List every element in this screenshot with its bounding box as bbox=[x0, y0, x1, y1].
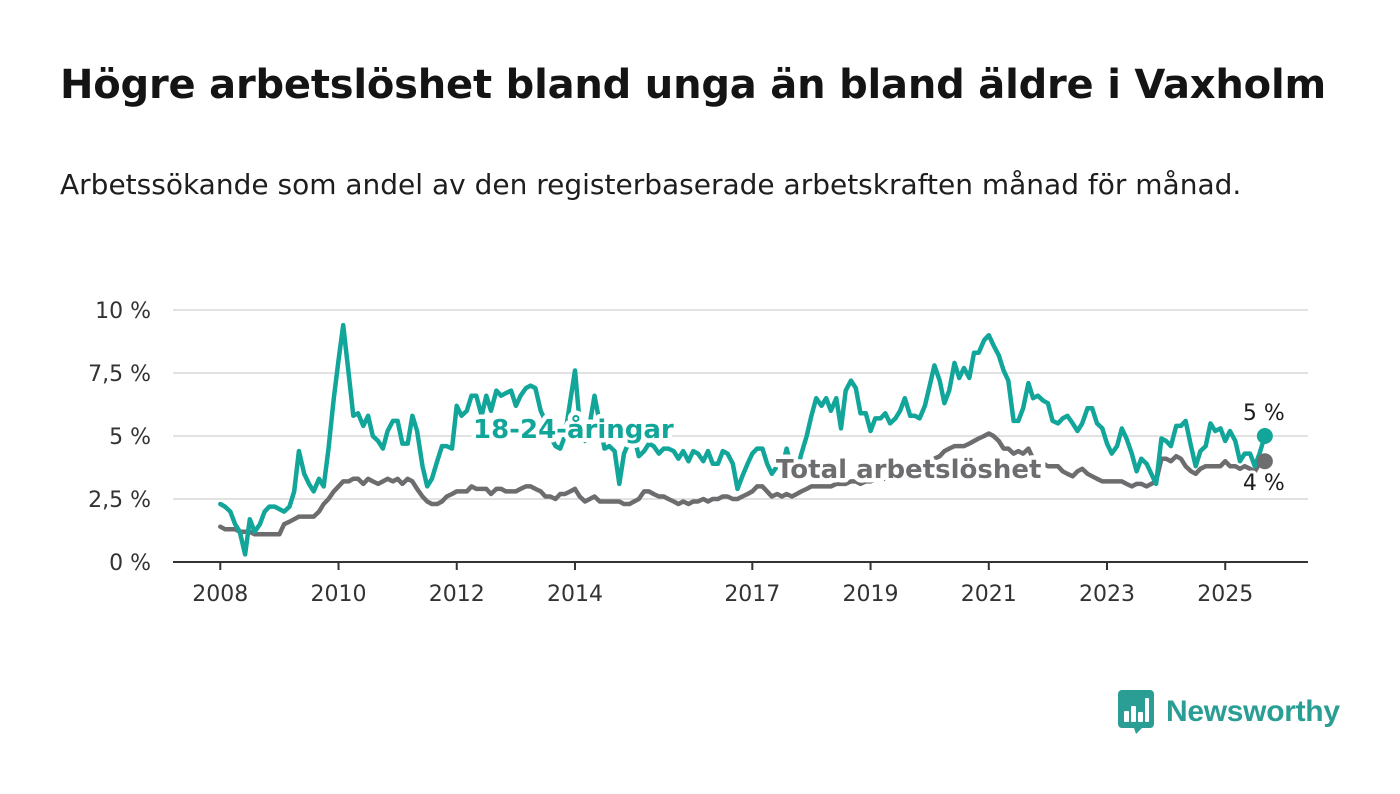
y-tick-label: 0 % bbox=[109, 551, 151, 576]
x-tick-label: 2023 bbox=[1079, 582, 1135, 607]
y-tick-label: 7,5 % bbox=[88, 362, 151, 387]
x-tick-label: 2017 bbox=[724, 582, 780, 607]
x-tick-label: 2014 bbox=[547, 582, 603, 607]
newsworthy-logo-icon bbox=[1118, 690, 1154, 734]
series-line-youth bbox=[218, 322, 1268, 557]
x-axis-ticks: 2008 2010 2012 2014 2017 2019 2021 2023 2025 bbox=[192, 562, 1253, 607]
y-axis-ticks: 0 % 2,5 % 5 % 7,5 % 10 % bbox=[88, 299, 151, 576]
y-tick-label: 2,5 % bbox=[88, 488, 151, 513]
end-point-youth bbox=[1256, 428, 1273, 444]
chart-title: Högre arbetslöshet bland unga än bland ä… bbox=[60, 62, 1326, 108]
end-label-total: 4 % bbox=[1243, 471, 1285, 496]
series-line-total bbox=[218, 431, 1268, 537]
chart-subtitle: Arbetssökande som andel av den registerb… bbox=[60, 168, 1242, 201]
x-tick-label: 2008 bbox=[192, 582, 248, 607]
y-tick-label: 10 % bbox=[95, 299, 151, 324]
x-tick-label: 2019 bbox=[843, 582, 899, 607]
series-label-total: Total arbetslöshet bbox=[776, 455, 1041, 485]
end-label-youth: 5 % bbox=[1243, 401, 1285, 426]
x-tick-label: 2021 bbox=[961, 582, 1017, 607]
brand-logo[interactable]: Newsworthy bbox=[1118, 690, 1340, 734]
gridlines bbox=[173, 309, 1308, 563]
x-tick-label: 2012 bbox=[429, 582, 485, 607]
series-labels: 18-24-åringar Total arbetslöshet 5 % 4 % bbox=[469, 398, 1288, 499]
series-label-youth: 18-24-åringar bbox=[473, 413, 674, 445]
end-point-total bbox=[1256, 453, 1273, 470]
y-tick-label: 5 % bbox=[109, 425, 151, 450]
series-lines bbox=[218, 322, 1273, 557]
x-tick-label: 2025 bbox=[1197, 582, 1253, 607]
brand-name: Newsworthy bbox=[1166, 695, 1340, 728]
x-tick-label: 2010 bbox=[311, 582, 367, 607]
